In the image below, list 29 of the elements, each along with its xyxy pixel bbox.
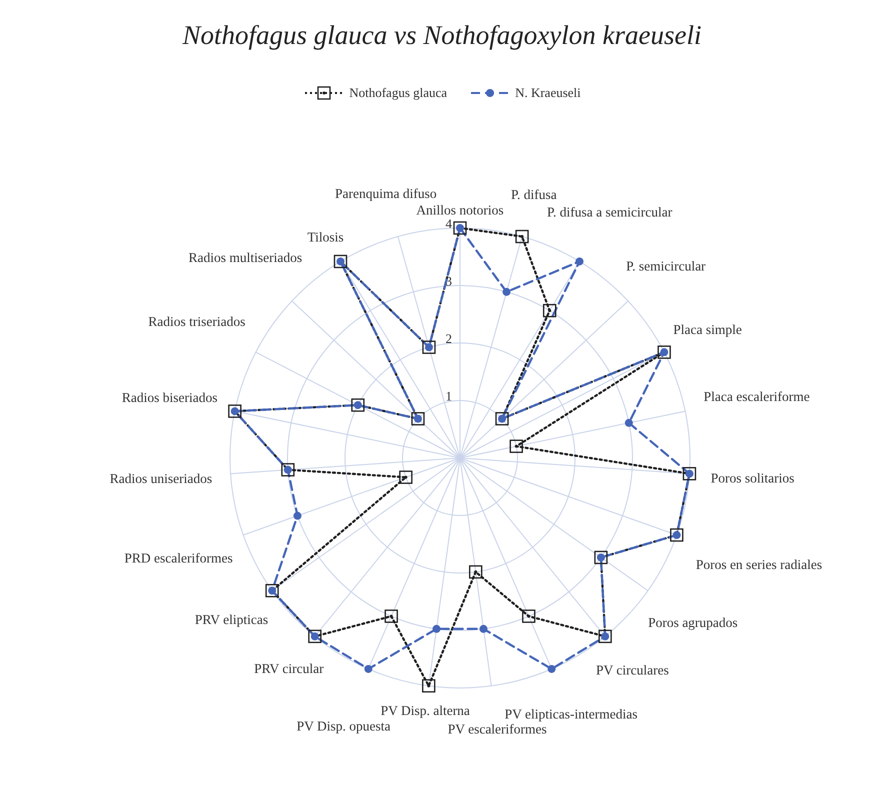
spoke-label: P. difusa a semicircular <box>547 204 673 220</box>
spoke-label: PV Disp. alterna <box>380 703 470 718</box>
spoke-label: Tilosis <box>307 229 344 244</box>
spoke-label: P. difusa <box>510 186 557 202</box>
spoke-label: PV elipticas-intermedias <box>504 706 638 722</box>
spoke-label: PRV circular <box>254 660 324 676</box>
spoke-label: Placa escaleriforme <box>704 388 810 404</box>
spoke-label: Radios triseriados <box>148 314 246 330</box>
spoke-label: Poros agrupados <box>648 614 738 630</box>
spoke-label: PV escaleriformes <box>448 722 547 737</box>
spoke-label: PV Disp. opuesta <box>296 718 390 734</box>
spoke-label: Radios biseriados <box>122 390 218 406</box>
spoke-label: P. semicircular <box>626 258 706 274</box>
legend-label: N. Kraeuseli <box>515 85 581 101</box>
spoke-label: Poros solitarios <box>710 470 794 486</box>
y-tick-label: 2 <box>446 331 452 346</box>
spoke-label: Radios multiseriados <box>188 250 302 266</box>
legend-label: Nothofagus glauca <box>349 85 448 101</box>
y-tick-label: 1 <box>446 388 452 404</box>
spoke-label: Radios uniseriados <box>110 470 212 486</box>
spoke-label: Anillos notorios <box>416 202 504 218</box>
spoke-label: Placa simple <box>673 322 742 338</box>
spoke-label: PRV elipticas <box>194 612 268 627</box>
spoke-label: Poros en series radiales <box>696 556 822 572</box>
spoke-label: PRD escaleriformes <box>124 550 233 566</box>
spoke-label: PV circulares <box>596 662 669 678</box>
y-tick-label: 4 <box>446 216 452 231</box>
chart-title: Nothofagus glauca vs Nothofagoxylon kraeuseli <box>181 20 702 51</box>
spoke-label: Parenquima difuso <box>335 186 437 201</box>
